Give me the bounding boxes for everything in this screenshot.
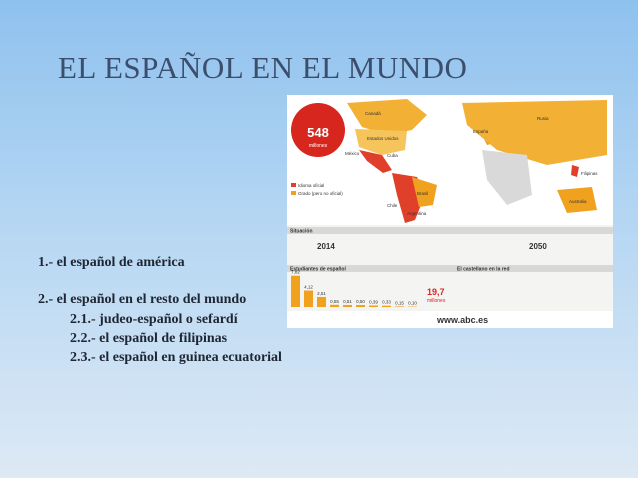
map-shape (359, 150, 392, 173)
year: 2050 (529, 242, 547, 251)
map-shape (347, 99, 427, 135)
section-bar (287, 265, 613, 272)
section-title: Estudiantes de español (290, 267, 346, 273)
footer (287, 311, 613, 328)
bubble (291, 103, 345, 157)
bar (291, 275, 300, 307)
bubble-number: 548 (307, 125, 329, 140)
map-label: España (473, 129, 489, 134)
map-label: Australia (569, 199, 587, 204)
map-label: Brasil (417, 191, 428, 196)
map-label: Chile (387, 203, 398, 208)
bar-label: 0,51 (343, 299, 352, 304)
source: www.abc.es (436, 315, 488, 325)
bar-label: 0,10 (408, 301, 417, 306)
internet-text: millones (427, 298, 446, 304)
map-label: Rusia (537, 116, 549, 121)
bar (382, 305, 391, 307)
bar (356, 305, 365, 307)
section-title: Situación (290, 229, 313, 235)
bar-label: 2,51 (317, 291, 326, 296)
bubble-text: millones (309, 143, 328, 149)
legend-text: Grado (pero no oficial) (298, 191, 343, 196)
bar (395, 306, 404, 307)
bar (343, 304, 352, 307)
map-label: Filipinas (581, 171, 598, 176)
infographic: 548 millones Idioma oficial Grado (pero … (287, 95, 613, 328)
map-label: Canadá (365, 111, 381, 116)
map-label: México (345, 151, 360, 156)
year: 2014 (317, 242, 335, 251)
bar (330, 304, 339, 307)
bar-label: 0,39 (369, 299, 378, 304)
section-title: El castellano en la red (457, 267, 510, 273)
map-shape (462, 100, 607, 165)
bar-label: 0,15 (395, 300, 404, 305)
bar-label: 4,12 (304, 285, 313, 290)
bar (369, 305, 378, 307)
bar-label: 0,33 (382, 300, 391, 305)
map-label: Estados Unidos (367, 136, 399, 141)
list-item: 2.3.- el español en guinea ecuatorial (70, 350, 282, 365)
internet-number: 19,7 (427, 287, 445, 297)
map-shape (412, 177, 437, 207)
bar (304, 290, 313, 307)
map-shape (571, 165, 579, 177)
bar-label: 7,82 (291, 270, 300, 275)
map-shape (482, 150, 532, 205)
list-item: 2.1.- judeo-español o sefardí (70, 312, 238, 327)
bar (317, 296, 326, 307)
legend-swatch (291, 191, 296, 195)
legend-text: Idioma oficial (298, 183, 324, 188)
list-item: 2.2.- el español de filipinas (70, 331, 228, 346)
map-shape (355, 129, 407, 155)
bar-label: 0,55 (330, 299, 339, 304)
slide-title: EL ESPAÑOL EN EL MUNDO (58, 50, 468, 85)
map-label: Cuba (387, 153, 398, 158)
legend-swatch (291, 183, 296, 187)
map-shape (557, 187, 597, 213)
list-item: 1.- el español de américa (38, 255, 185, 270)
map-label: Argentina (407, 211, 427, 216)
bar-label: 0,50 (356, 299, 365, 304)
section-bar (287, 227, 613, 234)
list-item: 2.- el español en el resto del mundo (38, 292, 247, 307)
